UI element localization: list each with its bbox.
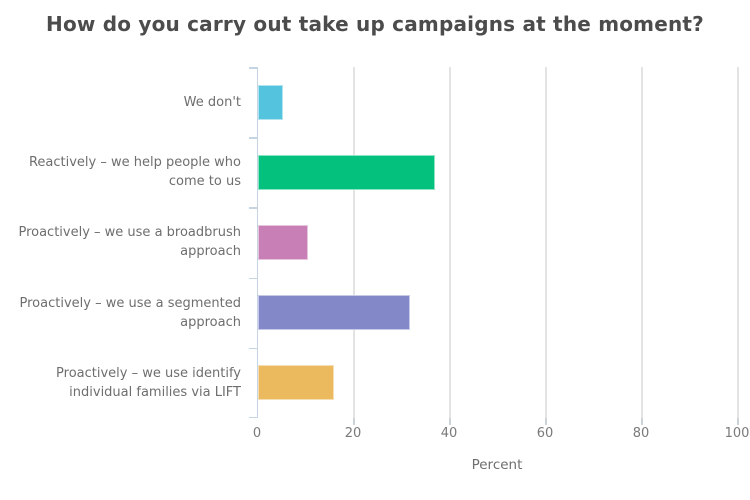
category-label-5: Proactively – we use identify individual … [0, 348, 249, 418]
category-label-line: We don't [183, 94, 241, 110]
x-tick-label-80: 80 [632, 426, 650, 441]
gridline-x-40 [449, 67, 451, 418]
bar-3 [258, 225, 309, 260]
category-label-line: Proactively – we use a segmented [19, 295, 241, 311]
x-axis-tick-100 [737, 418, 739, 425]
category-label-line: Proactively – we use identify [56, 365, 241, 381]
x-tick-label-0: 0 [252, 426, 262, 441]
chart-title: How do you carry out take up campaigns a… [46, 12, 704, 36]
x-tick-label-20: 20 [344, 426, 362, 441]
category-label-line: individual families via LIFT [69, 384, 241, 400]
y-axis-tick [249, 207, 257, 209]
x-tick-label-100: 100 [724, 426, 750, 441]
category-label-line: approach [180, 314, 241, 330]
y-axis-tick [249, 277, 257, 280]
x-axis-tick-20 [353, 418, 355, 425]
x-axis-tick-labels: 0 20 40 60 80 100 [0, 426, 750, 444]
gridline-x-60 [545, 67, 547, 418]
plot-area [249, 67, 739, 425]
y-axis-tick [249, 347, 257, 350]
gridline-x-80 [641, 67, 643, 418]
bar-5 [258, 365, 334, 401]
category-label-2: Reactively – we help people who come to u… [0, 137, 249, 207]
y-axis-tick [249, 416, 257, 418]
x-tick-label-40: 40 [440, 426, 458, 441]
y-axis-tick [249, 137, 257, 139]
x-axis-tick-80 [641, 418, 643, 425]
gridline-x-20 [353, 67, 355, 418]
bar-2 [258, 154, 435, 190]
category-label-line: come to us [168, 174, 241, 190]
category-axis-labels: We don't Reactively – we help people who c… [0, 67, 249, 418]
gridline-x-100 [737, 67, 739, 418]
bar-1 [258, 84, 284, 120]
category-label-1: We don't [0, 67, 249, 137]
category-label-line: Proactively – we use a broadbrush [18, 225, 241, 241]
category-label-line: approach [180, 244, 241, 260]
y-axis-tick [249, 67, 257, 69]
x-tick-label-60: 60 [536, 426, 554, 441]
x-axis-tick-60 [545, 418, 547, 425]
bar-4 [258, 295, 410, 331]
category-label-3: Proactively – we use a broadbrush approac… [0, 207, 249, 277]
category-label-line: Reactively – we help people who [28, 155, 241, 171]
x-axis-title: Percent [471, 457, 523, 473]
category-label-4: Proactively – we use a segmented approach [0, 278, 249, 348]
x-axis-tick-40 [449, 418, 451, 425]
